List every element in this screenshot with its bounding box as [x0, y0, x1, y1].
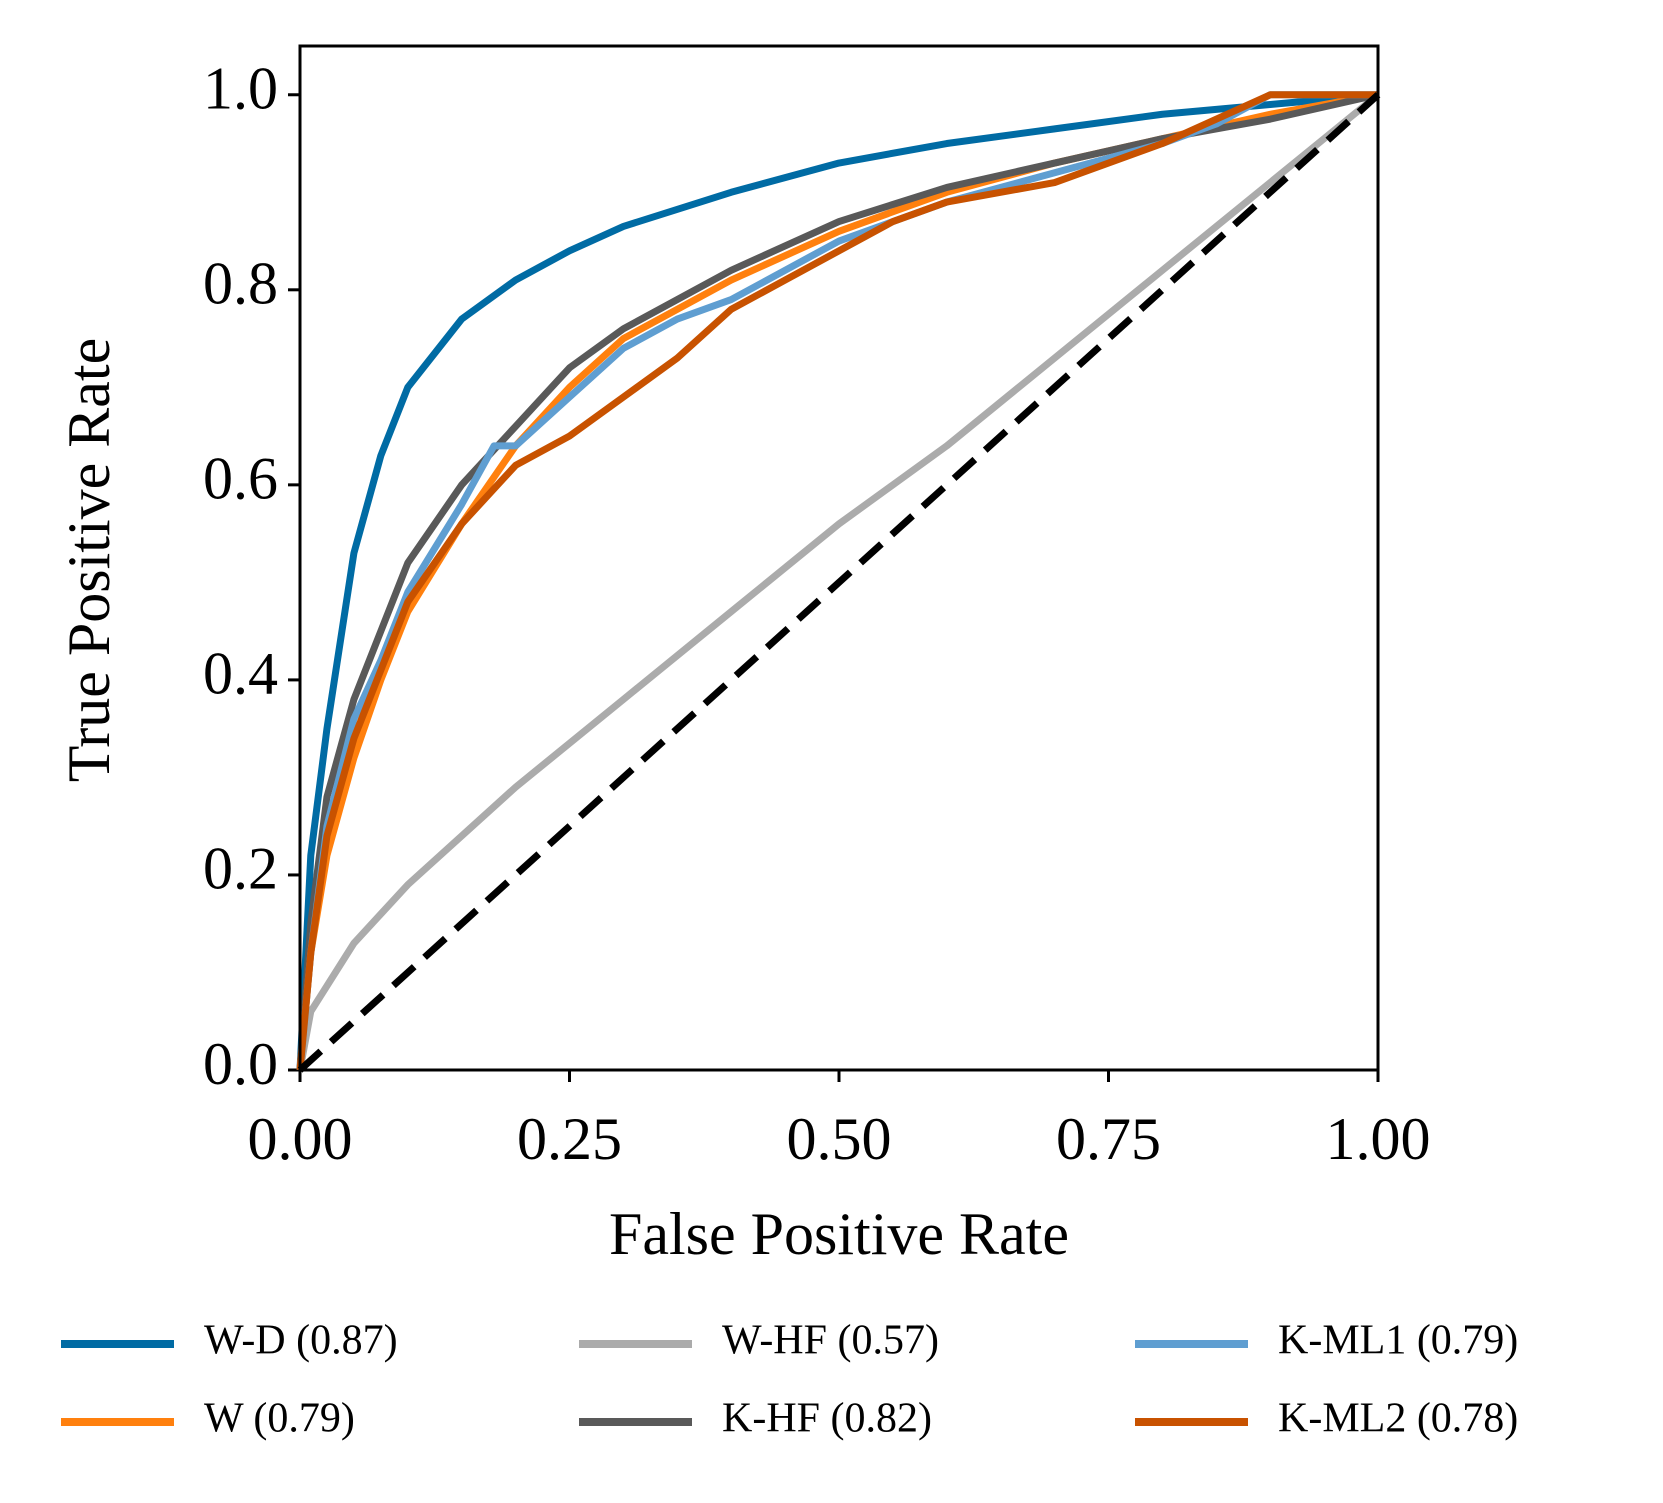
- roc-line: [296, 91, 1378, 1071]
- plot-frame: [298, 44, 1380, 1072]
- legend-label: W-D (0.87): [204, 1318, 398, 1364]
- legend-label: K-ML2 (0.78): [1278, 1396, 1518, 1442]
- chance-line: [297, 92, 1381, 1073]
- x-axis-label: False Positive Rate: [609, 1201, 1069, 1267]
- y-tick-label: 0.4: [203, 641, 278, 707]
- legend-label: K-ML1 (0.79): [1278, 1318, 1518, 1364]
- roc-line: [296, 91, 1379, 1071]
- x-tick-label: 0.25: [517, 1106, 622, 1172]
- y-tick-label: 0.0: [203, 1031, 278, 1097]
- roc-line: [296, 91, 1379, 1071]
- y-tick-label: 0.6: [203, 446, 278, 512]
- y-tick-label: 1.0: [203, 56, 278, 122]
- legend-label: W-HF (0.57): [722, 1318, 939, 1364]
- x-tick-label: 1.00: [1326, 1106, 1431, 1172]
- roc-line: [296, 92, 1381, 1071]
- y-axis-label: True Positive Rate: [56, 338, 122, 782]
- legend-label: K-HF (0.82): [722, 1396, 932, 1442]
- y-tick-label: 0.2: [203, 836, 278, 902]
- x-tick-label: 0.00: [248, 1106, 353, 1172]
- x-tick-label: 0.75: [1056, 1106, 1161, 1172]
- y-tick-label: 0.8: [203, 251, 278, 317]
- x-tick-label: 0.50: [787, 1106, 892, 1172]
- legend-label: W (0.79): [204, 1396, 355, 1442]
